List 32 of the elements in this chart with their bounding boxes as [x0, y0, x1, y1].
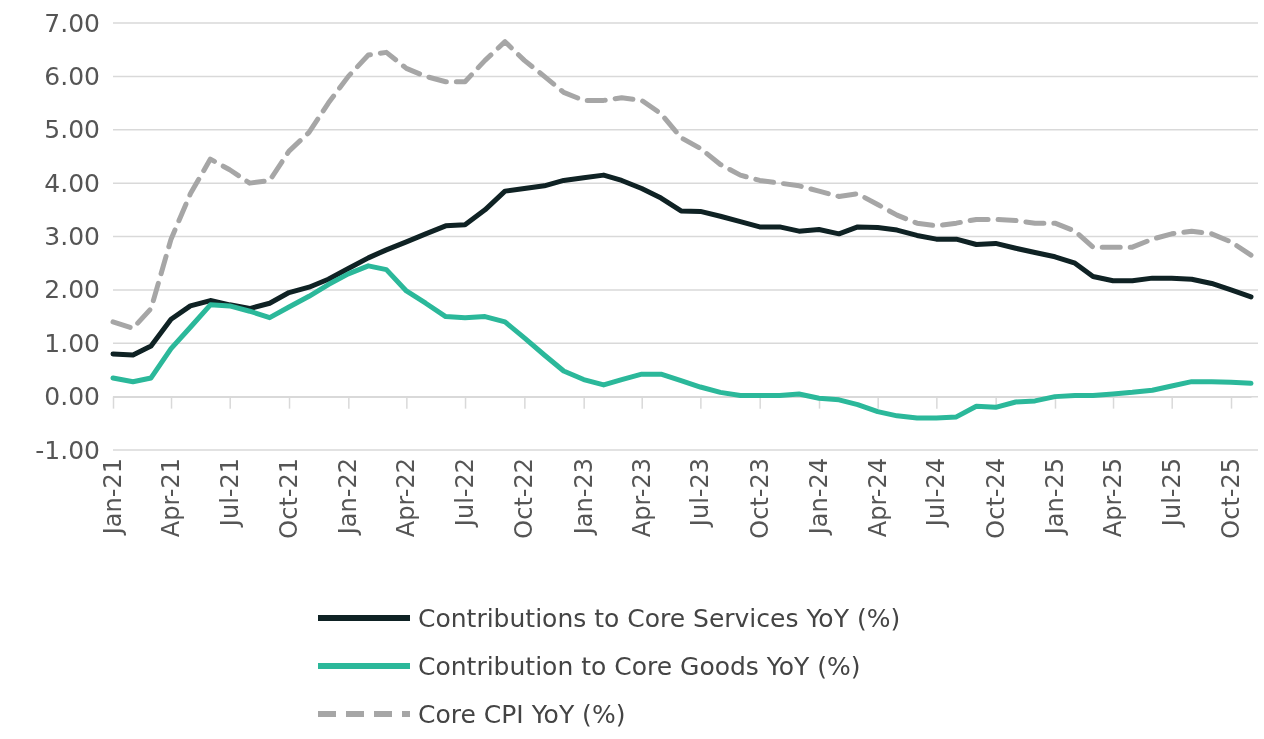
x-tick-label: Apr-22 — [392, 458, 421, 538]
x-tick-label: Jan-21 — [99, 458, 127, 537]
y-tick-label: 4.00 — [44, 168, 100, 198]
x-tick-label: Oct-24 — [981, 458, 1010, 539]
y-tick-label: 0.00 — [44, 382, 100, 412]
x-tick-label: Jul-25 — [1157, 458, 1186, 529]
x-tick-label: Jul-22 — [451, 458, 480, 529]
y-tick-label: 7.00 — [44, 8, 100, 38]
x-tick-label: Apr-23 — [627, 458, 656, 538]
x-tick-label: Jan-22 — [334, 458, 363, 537]
y-tick-label: 2.00 — [44, 275, 100, 305]
legend-label: Core CPI YoY (%) — [418, 699, 626, 729]
y-tick-label: 3.00 — [44, 222, 100, 251]
y-tick-label: 5.00 — [44, 115, 100, 145]
x-tick-label: Jan-24 — [805, 458, 834, 537]
x-tick-label: Oct-21 — [275, 458, 304, 539]
x-tick-label: Apr-25 — [1099, 458, 1128, 538]
y-tick-label: -1.00 — [35, 435, 100, 465]
x-tick-label: Oct-22 — [510, 458, 539, 539]
x-tick-label: Jul-21 — [215, 458, 244, 529]
x-tick-label: Apr-21 — [157, 458, 186, 538]
legend-label: Contributions to Core Services YoY (%) — [418, 603, 901, 633]
legend-label: Contribution to Core Goods YoY (%) — [418, 651, 861, 681]
x-tick-label: Jan-23 — [569, 458, 598, 537]
x-tick-label: Apr-24 — [863, 458, 892, 538]
x-tick-label: Jul-24 — [922, 458, 951, 529]
x-tick-label: Oct-25 — [1217, 458, 1246, 539]
y-tick-label: 1.00 — [44, 328, 100, 358]
x-tick-label: Oct-23 — [745, 458, 774, 539]
y-tick-label: 6.00 — [44, 61, 100, 91]
x-tick-label: Jul-23 — [686, 458, 715, 529]
x-tick-label: Jan-25 — [1040, 458, 1069, 537]
